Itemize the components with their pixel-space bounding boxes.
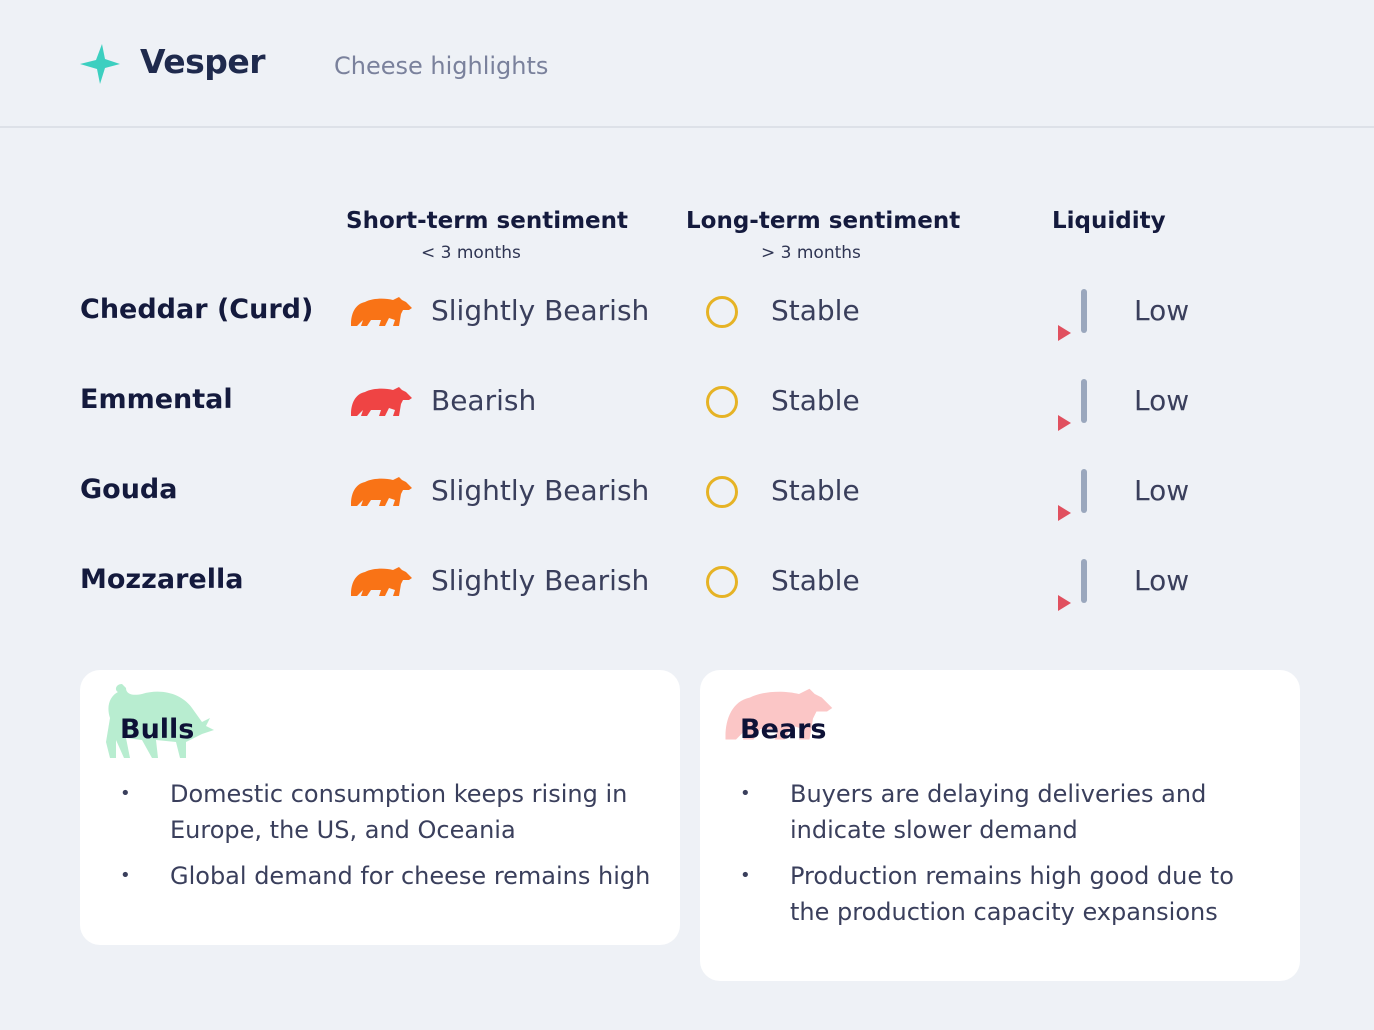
liquidity-value: Low — [1134, 564, 1190, 597]
column-header-long-term: Long-term sentiment — [686, 208, 961, 234]
bulls-item: Domestic consumption keeps rising in Eur… — [120, 776, 660, 848]
sparkle-icon — [80, 44, 120, 84]
bears-list: Buyers are delaying deliveries and indic… — [740, 776, 1280, 940]
header: Vesper Cheese highlights — [0, 0, 1374, 128]
bear-icon — [351, 387, 412, 416]
cheese-name: Emmental — [80, 384, 233, 415]
bears-title: Bears — [740, 714, 827, 745]
liquidity-value: Low — [1134, 384, 1190, 417]
liquidity-arrow-icon — [1058, 415, 1071, 431]
column-subheader-long-term: > 3 months — [761, 243, 861, 263]
stable-circle-icon — [706, 386, 738, 418]
short-term-sentiment: Slightly Bearish — [431, 294, 650, 327]
bear-icon — [351, 297, 412, 326]
bear-icon — [351, 477, 412, 506]
cheese-name: Mozzarella — [80, 564, 244, 595]
liquidity-value: Low — [1134, 294, 1190, 327]
bear-icon — [725, 688, 833, 740]
bull-icon — [106, 684, 214, 758]
bear-icon — [351, 567, 412, 596]
bulls-title: Bulls — [120, 714, 195, 745]
liquidity-bar-icon — [1081, 289, 1087, 333]
liquidity-arrow-icon — [1058, 325, 1071, 341]
bulls-item: Global demand for cheese remains high — [120, 858, 660, 894]
column-header-liquidity: Liquidity — [1052, 208, 1166, 234]
liquidity-bar-icon — [1081, 379, 1087, 423]
bears-card: Bears Buyers are delaying deliveries and… — [700, 670, 1300, 981]
table-row: Emmental Bearish Stable Low — [0, 379, 1374, 462]
long-term-sentiment: Stable — [771, 474, 860, 507]
liquidity-bar-icon — [1081, 469, 1087, 513]
cheese-name: Cheddar (Curd) — [80, 294, 314, 325]
column-subheader-short-term: < 3 months — [421, 243, 521, 263]
liquidity-arrow-icon — [1058, 505, 1071, 521]
short-term-sentiment: Bearish — [431, 384, 537, 417]
bears-item: Production remains high good due to the … — [740, 858, 1280, 930]
liquidity-bar-icon — [1081, 559, 1087, 603]
liquidity-value: Low — [1134, 474, 1190, 507]
brand-name[interactable]: Vesper — [140, 42, 266, 81]
bears-item: Buyers are delaying deliveries and indic… — [740, 776, 1280, 848]
stable-circle-icon — [706, 476, 738, 508]
bulls-list: Domestic consumption keeps rising in Eur… — [120, 776, 660, 904]
short-term-sentiment: Slightly Bearish — [431, 474, 650, 507]
page-title: Cheese highlights — [334, 52, 549, 80]
long-term-sentiment: Stable — [771, 294, 860, 327]
short-term-sentiment: Slightly Bearish — [431, 564, 650, 597]
column-header-short-term: Short-term sentiment — [346, 208, 629, 234]
liquidity-arrow-icon — [1058, 595, 1071, 611]
cheese-name: Gouda — [80, 474, 178, 505]
table-row: Gouda Slightly Bearish Stable Low — [0, 469, 1374, 552]
table-row: Mozzarella Slightly Bearish Stable Low — [0, 559, 1374, 642]
long-term-sentiment: Stable — [771, 564, 860, 597]
bulls-card: Bulls Domestic consumption keeps rising … — [80, 670, 680, 945]
long-term-sentiment: Stable — [771, 384, 860, 417]
stable-circle-icon — [706, 566, 738, 598]
stable-circle-icon — [706, 296, 738, 328]
table-row: Cheddar (Curd) Slightly Bearish Stable L… — [0, 289, 1374, 372]
